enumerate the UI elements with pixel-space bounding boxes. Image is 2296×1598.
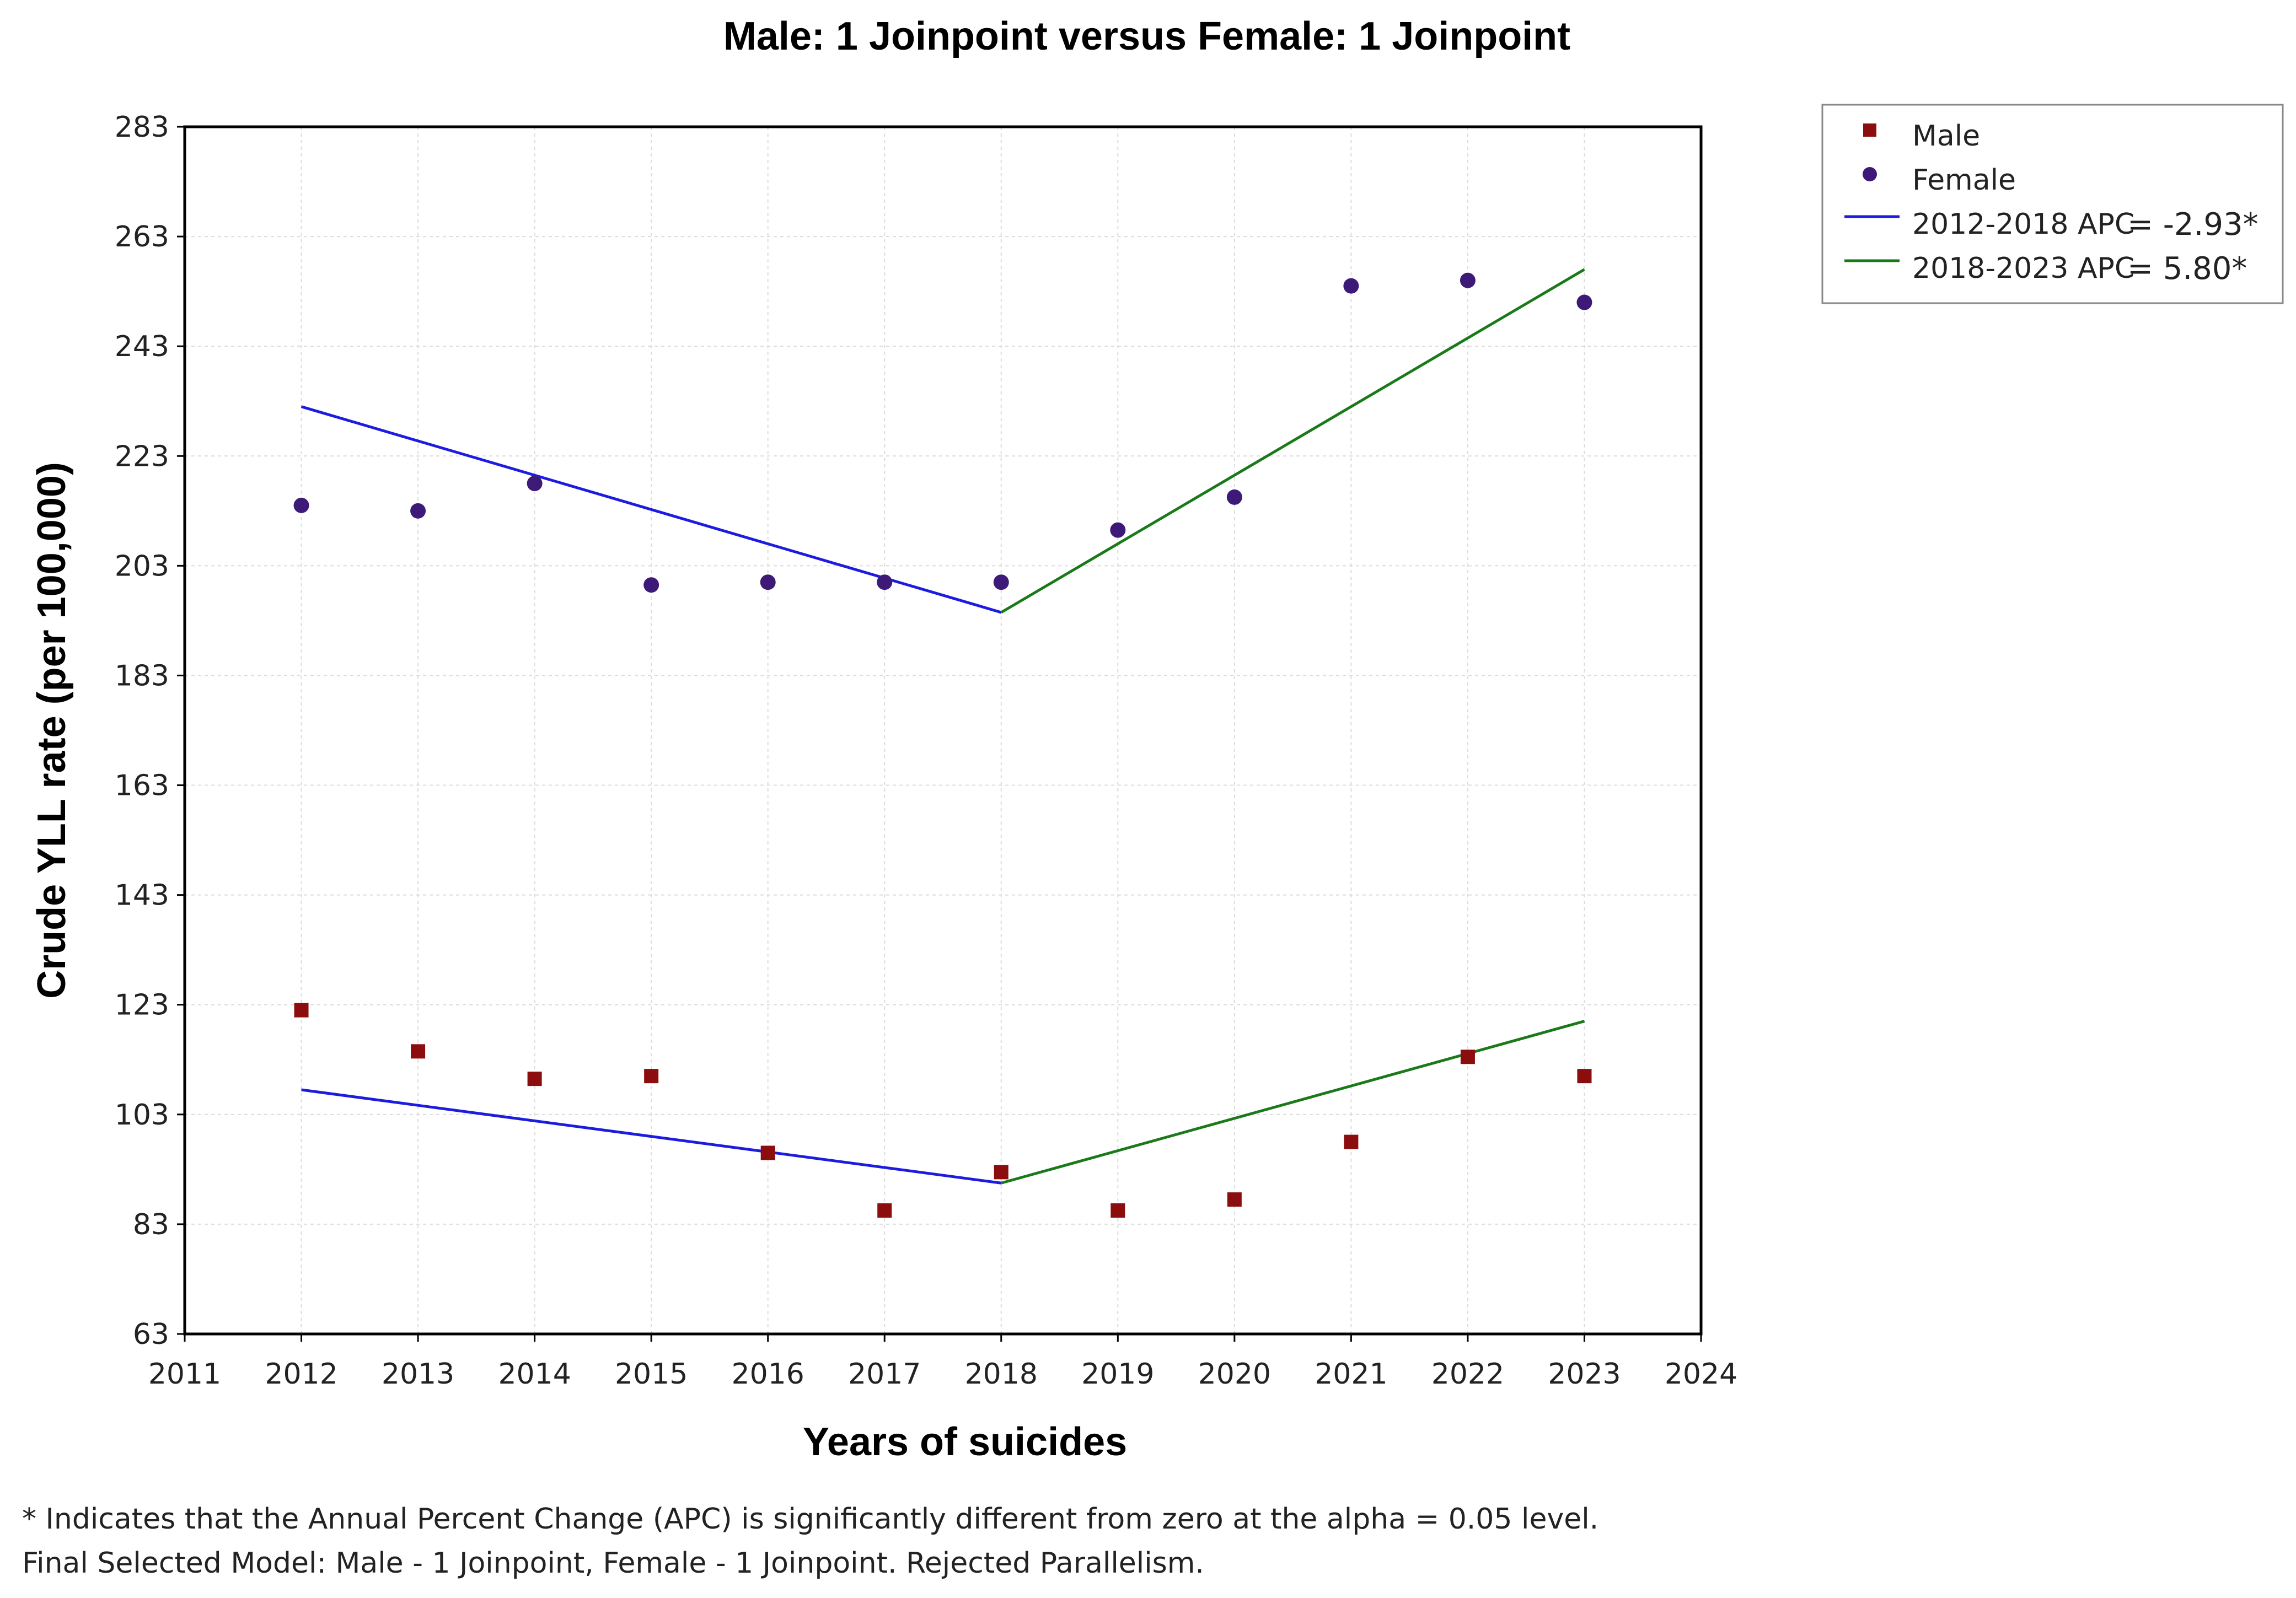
female-point-2016 <box>760 574 776 590</box>
y-tick-label: 63 <box>133 1318 169 1351</box>
female-point-2018 <box>993 574 1009 590</box>
y-tick-label: 263 <box>115 220 169 254</box>
y-tick-label: 203 <box>115 550 169 583</box>
female-point-2015 <box>643 577 659 593</box>
y-tick-label: 243 <box>115 330 169 363</box>
x-tick-label: 2018 <box>965 1358 1038 1391</box>
y-tick-label: 83 <box>133 1208 169 1241</box>
trend-lines <box>301 268 1585 1185</box>
male-point-2015 <box>644 1069 659 1084</box>
male-point-2014 <box>527 1072 542 1086</box>
legend-apc1-label: 2012-2018 APC <box>1912 208 2134 241</box>
legend-apc2-value: = 5.80* <box>2127 251 2247 287</box>
male-point-2023 <box>1577 1069 1592 1084</box>
legend-apc2-label: 2018-2023 APC <box>1912 252 2134 285</box>
female-point-2014 <box>527 476 543 492</box>
x-tick-label: 2011 <box>148 1358 221 1391</box>
data-points <box>293 272 1592 1218</box>
female-point-2013 <box>410 503 426 519</box>
legend-apc1-value: = -2.93* <box>2127 207 2259 243</box>
legend-female-label: Female <box>1912 164 2016 197</box>
male-point-2022 <box>1460 1050 1475 1064</box>
y-tick-label: 283 <box>115 111 169 144</box>
x-tick-label: 2013 <box>382 1358 454 1391</box>
x-tick-label: 2014 <box>498 1358 571 1391</box>
female-point-2022 <box>1460 272 1476 288</box>
legend-box <box>1821 104 2284 304</box>
trend-line-male-2012-2018 <box>301 1088 1002 1185</box>
male-point-2016 <box>760 1145 775 1160</box>
x-tick-label: 2021 <box>1315 1358 1387 1391</box>
x-tick-label: 2015 <box>615 1358 688 1391</box>
x-axis-title: Years of suicides <box>803 1420 1127 1464</box>
trend-line-female-2018-2023 <box>1000 268 1585 614</box>
y-tick-label: 183 <box>115 659 169 692</box>
female-point-2020 <box>1226 489 1242 505</box>
x-tick-label: 2016 <box>732 1358 804 1391</box>
x-tick-label: 2017 <box>848 1358 921 1391</box>
y-tick-label: 123 <box>115 989 169 1022</box>
x-axis-ticks: 2011 2012 2013 2014 2015 2016 2017 2018 2019 2020… <box>148 1334 1737 1391</box>
x-tick-label: 2020 <box>1198 1358 1271 1391</box>
y-axis-title: Crude YLL rate (per 100,000) <box>30 462 74 999</box>
male-point-2013 <box>411 1044 426 1059</box>
legend-male-marker <box>1863 123 1876 137</box>
female-point-2012 <box>293 497 309 513</box>
female-point-2023 <box>1576 294 1592 310</box>
x-tick-label: 2012 <box>265 1358 337 1391</box>
male-point-2017 <box>877 1203 892 1218</box>
footnote-significance: * Indicates that the Annual Percent Chan… <box>22 1503 1599 1536</box>
y-tick-label: 223 <box>115 440 169 473</box>
x-tick-label: 2023 <box>1548 1358 1621 1391</box>
male-point-2021 <box>1344 1134 1359 1149</box>
male-point-2018 <box>994 1165 1008 1180</box>
chart-title: Male: 1 Joinpoint versus Female: 1 Joinp… <box>723 14 1570 58</box>
y-tick-label: 163 <box>115 770 169 803</box>
plot-area-border <box>183 125 1703 1336</box>
y-tick-label: 103 <box>115 1099 169 1132</box>
legend: Male Female 2012-2018 APC = -2.93* 2018-… <box>1821 104 2284 304</box>
footnote-model: Final Selected Model: Male - 1 Joinpoint… <box>22 1547 1204 1580</box>
legend-male-label: Male <box>1912 120 1980 153</box>
x-tick-label: 2019 <box>1081 1358 1154 1391</box>
x-tick-label: 2024 <box>1665 1358 1737 1391</box>
female-point-2021 <box>1343 278 1359 294</box>
legend-female-marker <box>1863 167 1877 181</box>
y-axis-ticks: 63 83 103 123 143 163 183 203 223 243 263 283 <box>115 111 185 1351</box>
trend-line-male-2018-2023 <box>1001 1020 1585 1185</box>
x-tick-label: 2022 <box>1431 1358 1504 1391</box>
male-point-2012 <box>294 1003 309 1018</box>
female-point-2017 <box>877 574 893 590</box>
male-point-2019 <box>1111 1203 1125 1218</box>
female-point-2019 <box>1110 522 1126 538</box>
male-point-2020 <box>1227 1192 1242 1207</box>
y-tick-label: 143 <box>115 879 169 912</box>
grid <box>185 127 1701 1334</box>
